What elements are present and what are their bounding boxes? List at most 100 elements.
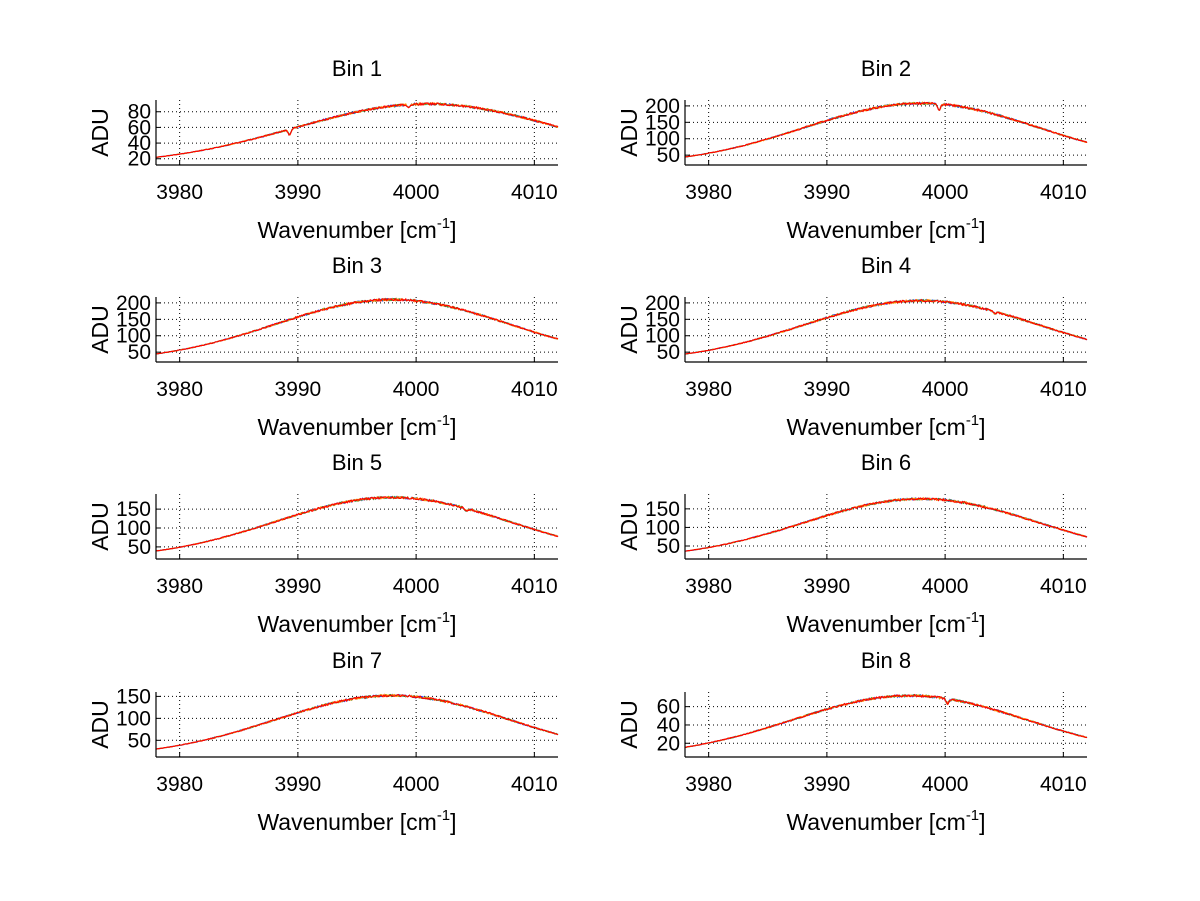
x-axis-label-end: ] (450, 414, 456, 440)
x-tick-label: 3990 (275, 773, 322, 796)
y-tick-label: 50 (128, 729, 151, 752)
subplot-title: Bin 7 (332, 648, 382, 673)
x-axis-label-end: ] (450, 611, 456, 637)
x-tick-label: 4010 (1040, 575, 1087, 598)
x-tick-label: 4010 (511, 378, 558, 401)
y-tick-label: 200 (645, 292, 680, 315)
y-axis-label: ADU (616, 305, 642, 354)
subplot-title: Bin 1 (332, 56, 382, 81)
x-tick-label: 4010 (511, 181, 558, 204)
x-tick-label: 4000 (393, 181, 440, 204)
x-axis-label: Wavenumber [cm-1] (257, 609, 456, 637)
spectrum-series-4 (684, 693, 1088, 748)
y-tick-label: 50 (128, 536, 151, 559)
x-axis-label-main: Wavenumber [cm (257, 611, 436, 637)
y-tick-label: 150 (116, 685, 151, 708)
y-tick-label: 150 (116, 498, 151, 521)
x-tick-label: 3990 (804, 378, 851, 401)
x-tick-label: 3980 (156, 181, 203, 204)
spectrum-series-4 (684, 298, 1087, 355)
y-tick-label: 40 (657, 714, 680, 737)
x-axis-label: Wavenumber [cm-1] (786, 412, 985, 440)
x-tick-label: 3990 (804, 181, 851, 204)
x-tick-label: 4000 (393, 773, 440, 796)
x-axis-label-main: Wavenumber [cm (257, 217, 436, 243)
subplot-title: Bin 4 (861, 253, 911, 278)
x-tick-label: 4010 (1040, 773, 1087, 796)
y-tick-label: 60 (128, 116, 151, 139)
x-tick-label: 3990 (275, 575, 322, 598)
x-axis-label-superscript: -1 (966, 807, 979, 824)
x-tick-label: 4010 (511, 773, 558, 796)
y-tick-label: 80 (128, 101, 151, 124)
x-axis-label: Wavenumber [cm-1] (786, 215, 985, 243)
y-tick-label: 100 (645, 325, 680, 348)
x-axis-label-superscript: -1 (437, 609, 450, 626)
x-tick-label: 4000 (393, 378, 440, 401)
x-axis-label-end: ] (450, 809, 456, 835)
y-tick-label: 150 (645, 111, 680, 134)
x-axis-label-main: Wavenumber [cm (786, 809, 965, 835)
x-axis-label: Wavenumber [cm-1] (257, 215, 456, 243)
x-tick-label: 3980 (685, 181, 732, 204)
subplot-title: Bin 8 (861, 648, 911, 673)
y-tick-label: 100 (116, 517, 151, 540)
x-axis-label-superscript: -1 (966, 215, 979, 232)
y-tick-label: 60 (657, 696, 680, 719)
y-axis-label: ADU (616, 502, 642, 551)
x-tick-label: 4000 (922, 378, 969, 401)
y-tick-label: 40 (128, 132, 151, 155)
x-axis-label-end: ] (979, 809, 985, 835)
y-axis-label: ADU (616, 108, 642, 157)
y-tick-label: 100 (645, 516, 680, 539)
x-axis-label-superscript: -1 (966, 609, 979, 626)
x-tick-label: 3980 (156, 378, 203, 401)
x-tick-label: 4000 (922, 181, 969, 204)
x-axis-label: Wavenumber [cm-1] (257, 412, 456, 440)
x-tick-label: 3980 (685, 773, 732, 796)
x-axis-label-end: ] (979, 414, 985, 440)
spectrum-series-4 (684, 101, 1088, 158)
spectrum-series-4 (684, 496, 1087, 552)
x-tick-label: 3990 (804, 773, 851, 796)
y-tick-label: 50 (657, 341, 680, 364)
y-tick-label: 50 (657, 535, 680, 558)
x-tick-label: 4000 (922, 773, 969, 796)
x-axis-label: Wavenumber [cm-1] (257, 807, 456, 835)
y-tick-label: 150 (116, 308, 151, 331)
y-axis-label: ADU (616, 700, 642, 749)
x-tick-label: 4000 (922, 575, 969, 598)
x-axis-label: Wavenumber [cm-1] (786, 609, 985, 637)
y-tick-label: 100 (116, 707, 151, 730)
subplot-title: Bin 3 (332, 253, 382, 278)
x-axis-label-end: ] (979, 611, 985, 637)
x-axis-label-main: Wavenumber [cm (257, 809, 436, 835)
y-tick-label: 150 (645, 308, 680, 331)
spectrum-series-4 (155, 101, 559, 158)
spectrum-series-4 (155, 693, 559, 750)
y-tick-label: 50 (128, 341, 151, 364)
x-axis-label-main: Wavenumber [cm (786, 611, 965, 637)
y-tick-label: 200 (116, 292, 151, 315)
y-axis-label: ADU (87, 502, 113, 551)
x-tick-label: 3990 (275, 378, 322, 401)
x-axis-label-end: ] (450, 217, 456, 243)
x-axis-label-main: Wavenumber [cm (257, 414, 436, 440)
x-tick-label: 4010 (1040, 378, 1087, 401)
x-tick-label: 3980 (156, 773, 203, 796)
x-axis-label: Wavenumber [cm-1] (786, 807, 985, 835)
y-tick-label: 200 (645, 95, 680, 118)
x-axis-label-superscript: -1 (966, 412, 979, 429)
y-axis-label: ADU (87, 108, 113, 157)
x-tick-label: 3980 (685, 378, 732, 401)
